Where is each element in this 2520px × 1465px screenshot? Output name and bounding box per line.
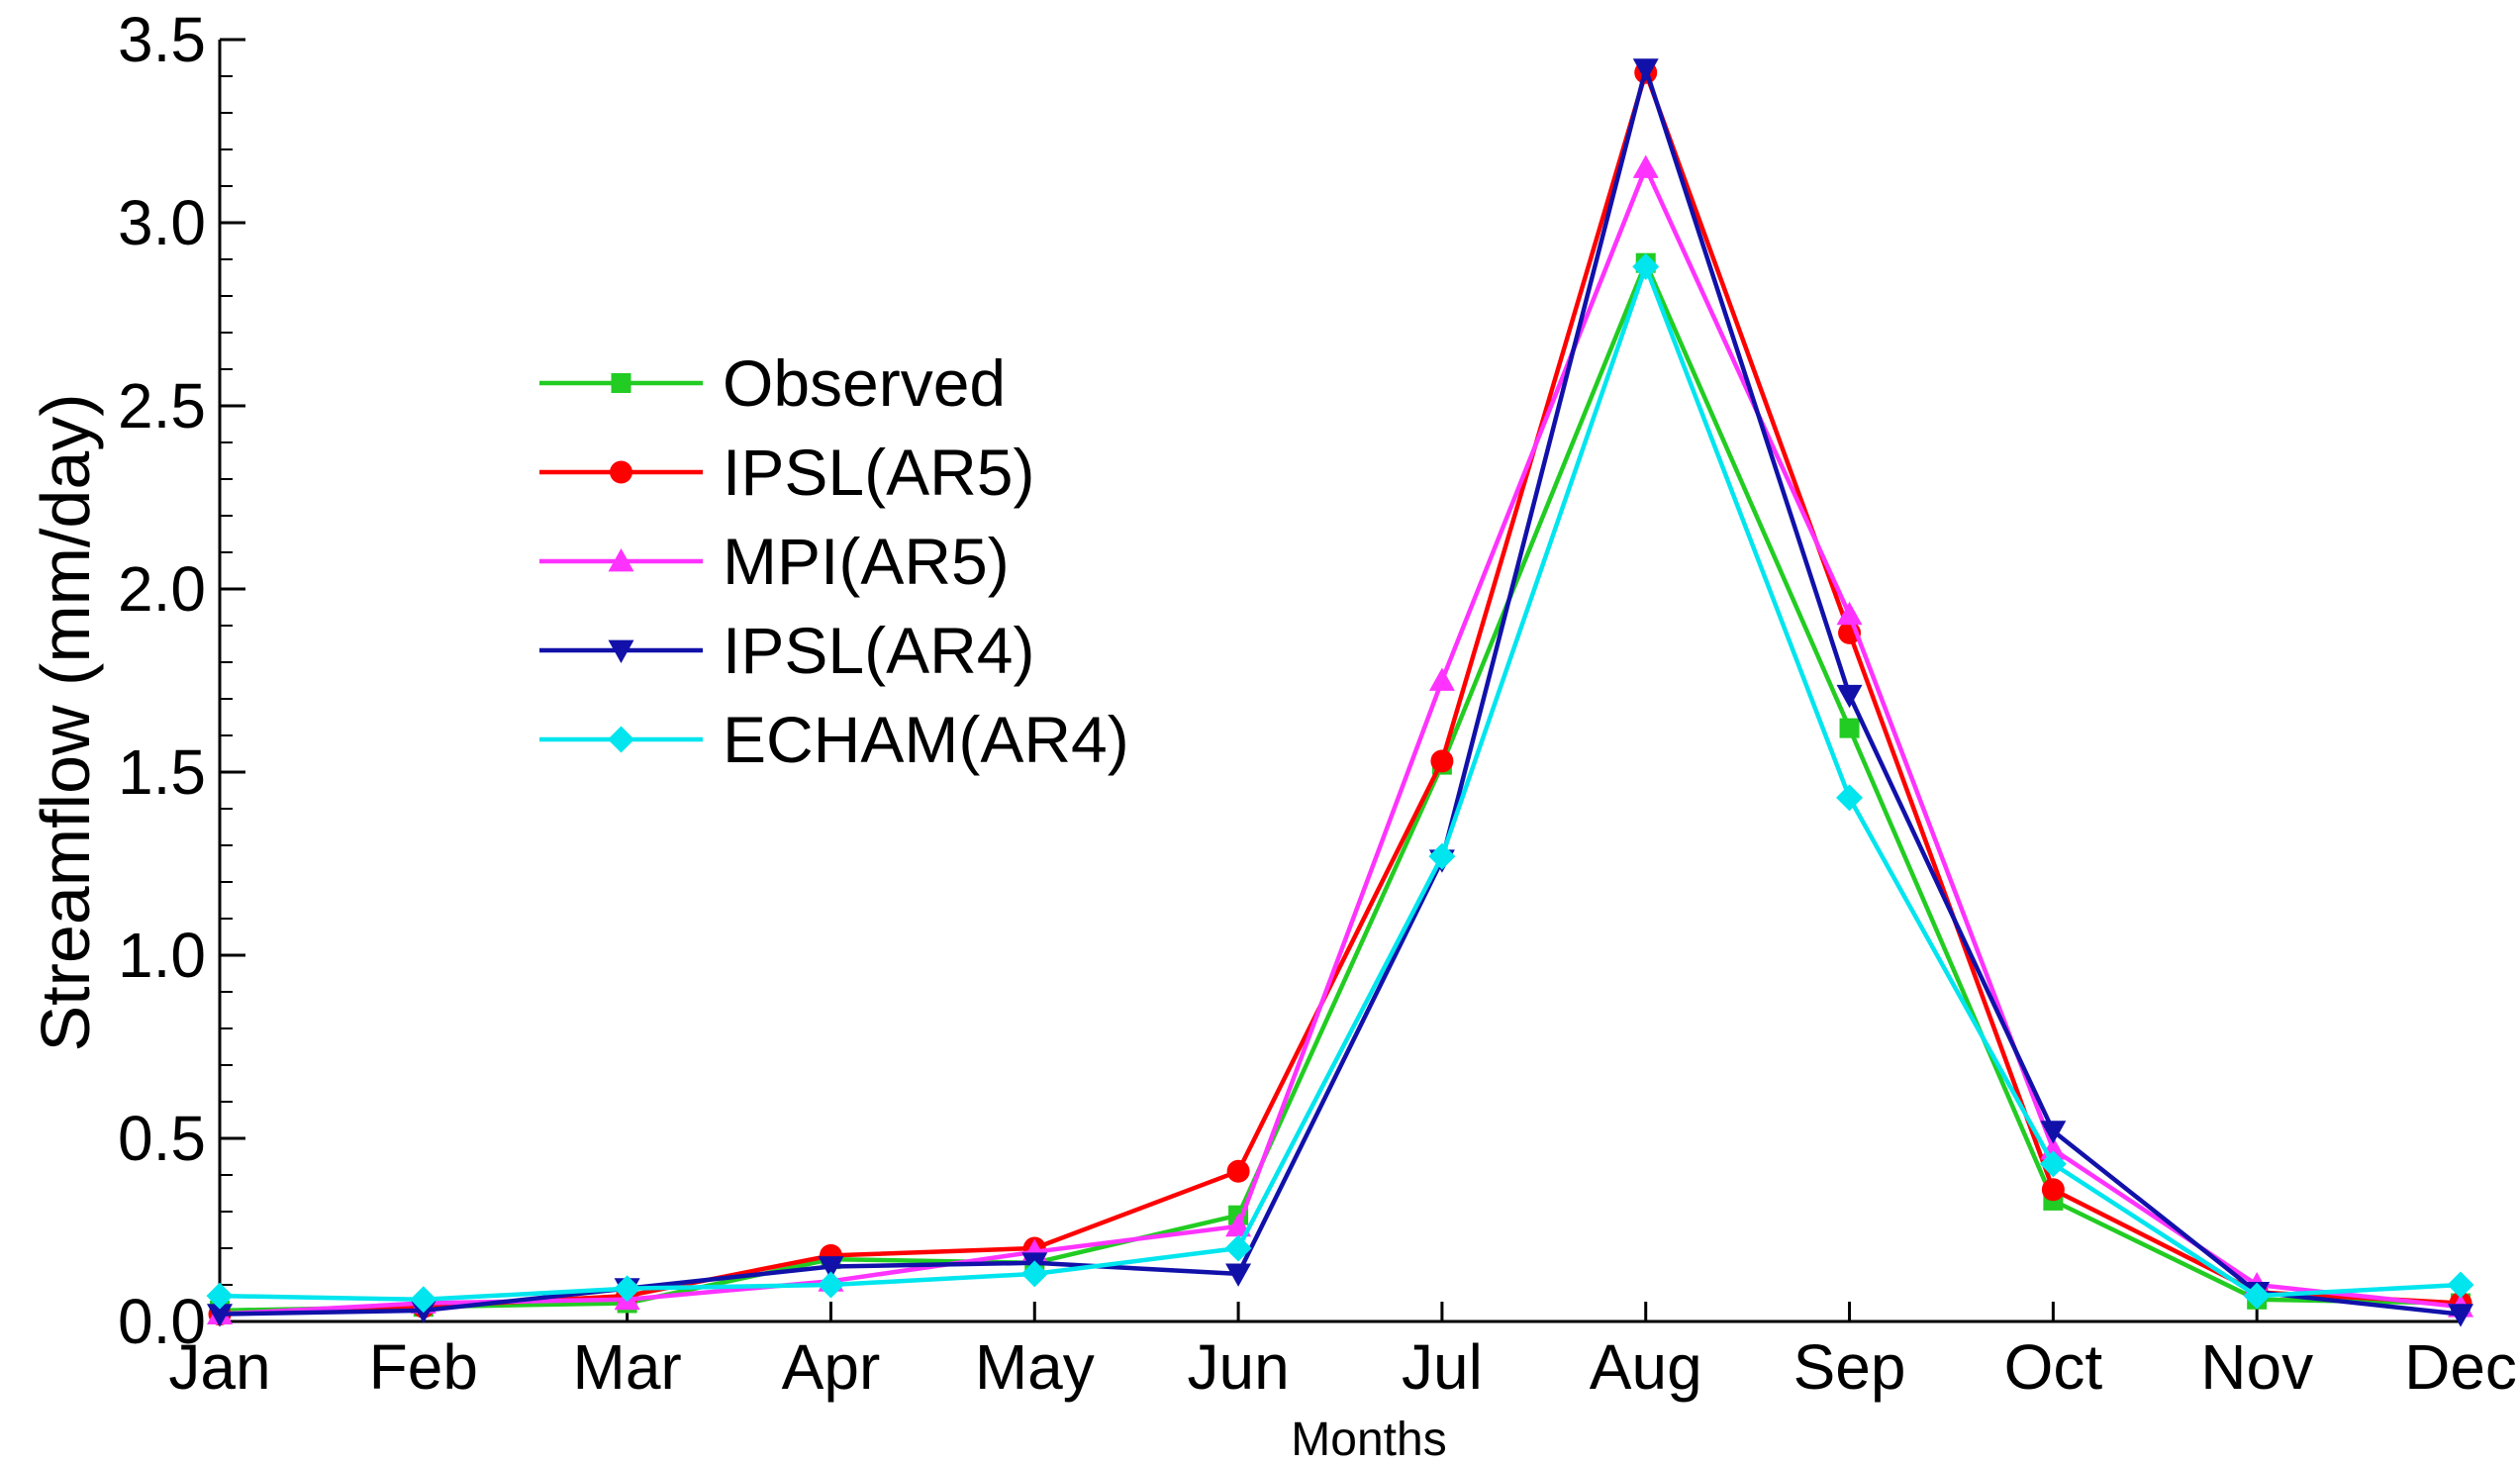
legend-label-ipsl-ar4: IPSL(AR4) [723, 614, 1034, 687]
data-point-ipsl-ar4 [1225, 1263, 1252, 1287]
y-tick-label: 2.5 [118, 370, 206, 441]
x-tick-label: May [975, 1331, 1095, 1403]
series-observed [210, 252, 2471, 1320]
data-point-mpi-ar5 [1836, 601, 1863, 626]
data-point-echam-ar4 [1632, 252, 1660, 280]
legend: Observed IPSL(AR5) MPI(AR5) IPSL(AR4) ECHAM(… [539, 346, 1129, 776]
legend-marker-observed [611, 373, 631, 393]
series-ipsl-ar5 [208, 60, 2472, 1326]
data-point-ipsl-ar4 [1632, 58, 1659, 82]
legend-entry-ipsl-ar4: IPSL(AR4) [539, 614, 1034, 687]
data-point-echam-ar4 [817, 1271, 844, 1299]
data-point-ipsl-ar5 [1430, 749, 1454, 773]
data-point-ipsl-ar5 [2041, 1178, 2065, 1202]
data-point-mpi-ar5 [1225, 1213, 1252, 1237]
data-point-ipsl-ar4 [818, 1256, 844, 1280]
data-point-echam-ar4 [2039, 1150, 2067, 1178]
y-tick-label: 2.0 [118, 553, 206, 625]
x-axis-title: Months [1291, 1414, 1446, 1465]
data-point-ipsl-ar4 [1836, 684, 1863, 709]
legend-marker-ipsl-ar5 [610, 460, 632, 484]
series-line-mpi-ar5 [219, 165, 2462, 1317]
x-tick-label: Aug [1590, 1331, 1702, 1403]
series-line-ipsl-ar5 [219, 70, 2462, 1317]
x-tick-label: Mar [573, 1331, 682, 1403]
y-tick-label: 0.0 [118, 1286, 206, 1357]
data-point-echam-ar4 [206, 1282, 234, 1310]
x-tick-label: Feb [369, 1331, 478, 1403]
y-tick-label: 0.5 [118, 1103, 206, 1174]
data-point-ipsl-ar4 [2040, 1121, 2067, 1144]
y-axis-title: Streamflow (mm/day) [27, 393, 104, 1051]
data-point-ipsl-ar4 [207, 1304, 233, 1327]
series-line-ipsl-ar4 [219, 66, 2462, 1317]
data-point-ipsl-ar4 [2448, 1304, 2473, 1327]
data-point-echam-ar4 [614, 1275, 641, 1303]
legend-label-ipsl-ar5: IPSL(AR5) [723, 436, 1034, 509]
data-point-ipsl-ar5 [1226, 1159, 1250, 1183]
legend-entry-ipsl-ar5: IPSL(AR5) [539, 436, 1034, 509]
legend-label-observed: Observed [723, 346, 1006, 420]
legend-entry-observed: Observed [539, 346, 1006, 420]
x-tick-label: Jul [1402, 1331, 1483, 1403]
legend-entry-mpi-ar5: MPI(AR5) [539, 525, 1010, 598]
axes-layer: 0.0 0.5 1.0 1.5 2.0 2.5 3.0 3.5 Jan Feb Mar Apr May J… [118, 4, 2517, 1403]
legend-label-echam-ar4: ECHAM(AR4) [723, 703, 1129, 776]
x-tick-label: Sep [1793, 1331, 1906, 1403]
legend-marker-mpi-ar5 [608, 548, 634, 572]
x-tick-label: Jan [168, 1331, 270, 1403]
data-point-echam-ar4 [1836, 784, 1864, 812]
data-point-echam-ar4 [410, 1286, 437, 1314]
x-tick-label: Jun [1187, 1331, 1289, 1403]
series-ipsl-ar4 [207, 58, 2473, 1327]
x-tick-label: Dec [2404, 1331, 2517, 1403]
x-tick-label: Apr [782, 1331, 881, 1403]
data-point-echam-ar4 [1428, 842, 1456, 870]
data-point-echam-ar4 [2447, 1271, 2474, 1299]
data-point-echam-ar4 [2243, 1282, 2271, 1310]
series-layer [206, 58, 2474, 1327]
series-line-observed [219, 260, 2462, 1314]
legend-entry-echam-ar4: ECHAM(AR4) [539, 703, 1129, 776]
legend-label-mpi-ar5: MPI(AR5) [723, 525, 1010, 598]
data-point-observed [1839, 718, 1860, 738]
data-point-mpi-ar5 [1428, 667, 1455, 691]
y-tick-label: 1.0 [118, 920, 206, 991]
series-echam-ar4 [206, 252, 2474, 1314]
legend-marker-ipsl-ar4 [608, 639, 634, 663]
y-tick-label: 3.0 [118, 187, 206, 258]
x-tick-label: Nov [2200, 1331, 2313, 1403]
y-tick-label: 1.5 [118, 736, 206, 808]
data-point-echam-ar4 [1224, 1234, 1252, 1262]
y-tick-label: 3.5 [118, 4, 206, 75]
data-point-echam-ar4 [1020, 1260, 1048, 1288]
legend-marker-echam-ar4 [608, 726, 634, 753]
x-tick-label: Oct [2004, 1331, 2103, 1403]
series-line-echam-ar4 [219, 264, 2462, 1303]
data-point-mpi-ar5 [1632, 154, 1659, 178]
